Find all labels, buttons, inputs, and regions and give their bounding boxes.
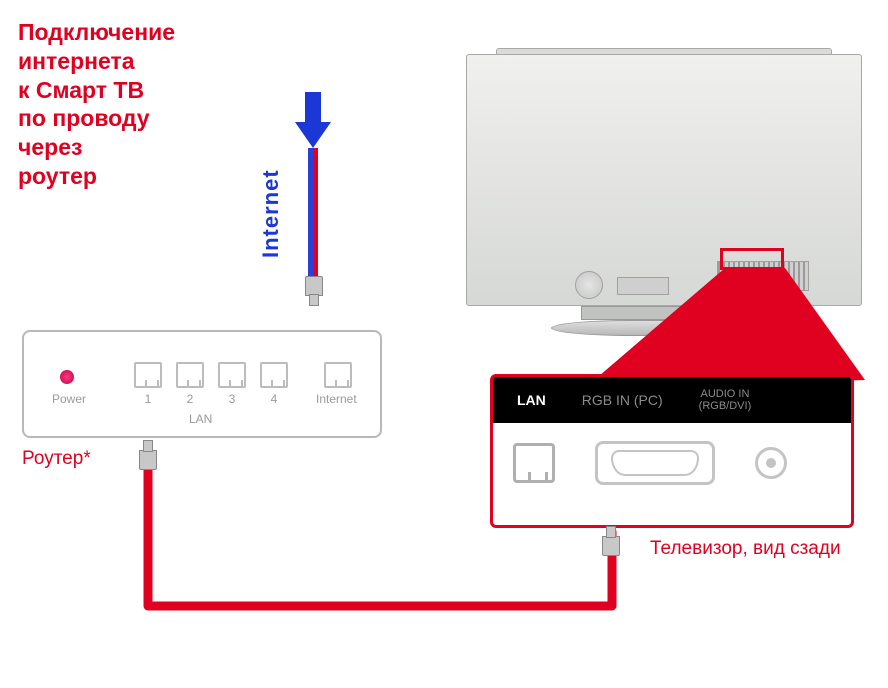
power-led: [60, 370, 74, 384]
port-num-2: 2: [176, 392, 204, 406]
lan-port-1: [134, 362, 162, 388]
panel-audio-label: AUDIO IN (RGB/DVI): [699, 388, 752, 412]
router-lan-ports: [134, 362, 288, 388]
port-num-3: 3: [218, 392, 246, 406]
panel-rgb-label: RGB IN (PC): [582, 392, 663, 408]
router-device: Power 1 2 3 4 LAN Internet: [22, 330, 382, 438]
internet-cable: [308, 148, 318, 276]
rj45-plug-tv-side: [601, 526, 623, 556]
port-num-1: 1: [134, 392, 162, 406]
panel-header: LAN RGB IN (PC) AUDIO IN (RGB/DVI): [493, 377, 851, 423]
tv-vga-port: [595, 441, 715, 485]
internet-arrow: [295, 92, 331, 148]
tv-lan-port: [513, 443, 555, 483]
tv-port-panel: LAN RGB IN (PC) AUDIO IN (RGB/DVI): [490, 374, 854, 528]
diagram-title: Подключение интернета к Смарт ТВ по пров…: [18, 18, 175, 191]
rj45-plug-router-side: [138, 440, 160, 470]
lan-port-2: [176, 362, 204, 388]
router-caption: Роутер*: [22, 448, 91, 470]
lan-port-4: [260, 362, 288, 388]
power-label: Power: [52, 392, 86, 406]
router-lan-label: LAN: [189, 412, 212, 426]
lan-port-3: [218, 362, 246, 388]
port-num-4: 4: [260, 392, 288, 406]
panel-lan-label: LAN: [517, 392, 546, 408]
tv-caption: Телевизор, вид сзади: [650, 538, 841, 560]
internet-label: Internet: [258, 169, 284, 258]
tv-port-highlight: [720, 248, 784, 270]
router-internet-port: [324, 362, 352, 388]
rj45-plug-internet: [302, 276, 324, 306]
router-internet-port-label: Internet: [316, 392, 357, 406]
tv-audio-jack: [755, 447, 787, 479]
